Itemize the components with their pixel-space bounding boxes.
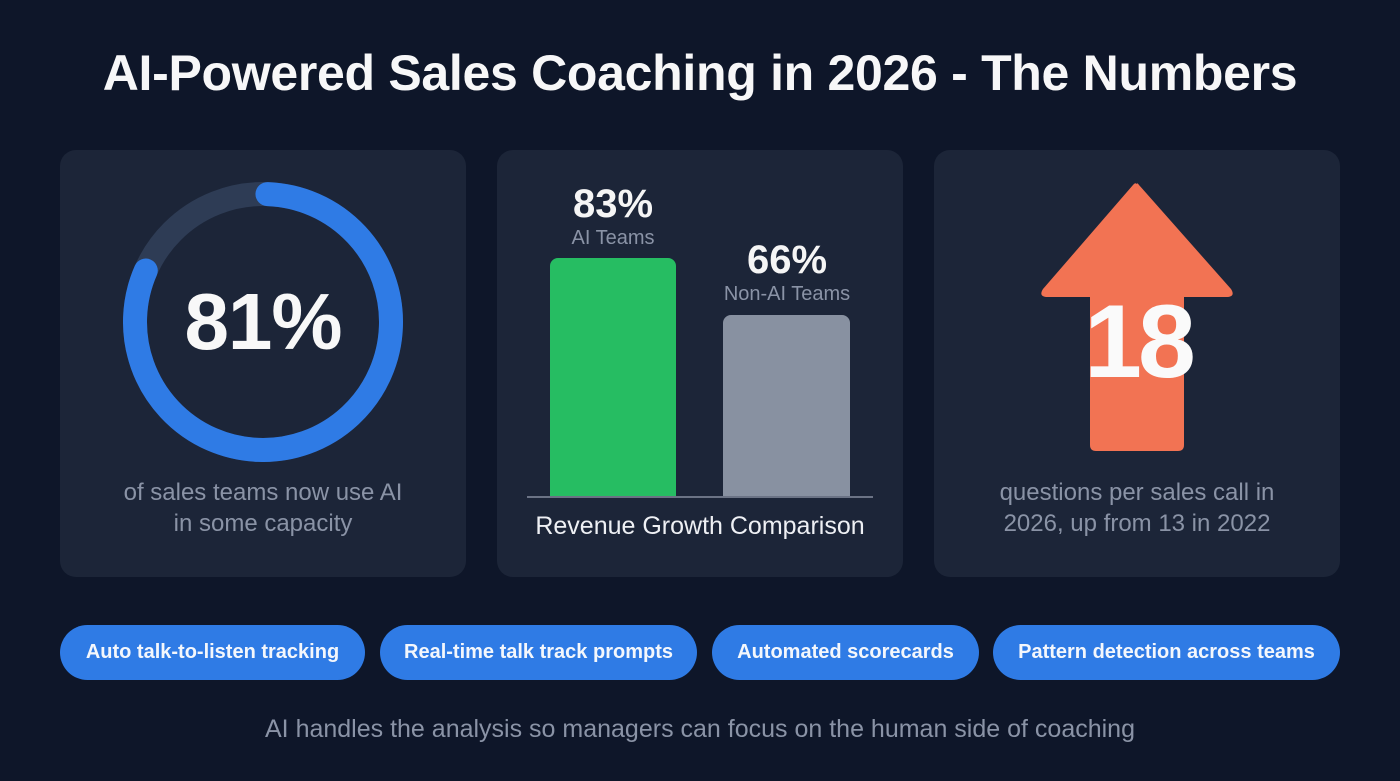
adoption-donut-chart: 81% (123, 182, 403, 462)
ai-teams-bar (550, 258, 676, 497)
footer-tagline: AI handles the analysis so managers can … (265, 715, 1135, 743)
feature-pill-pattern-detection: Pattern detection across teams (993, 625, 1340, 680)
questions-caption: questions per sales call in 2026, up fro… (934, 477, 1340, 539)
arrow-up-icon (1038, 180, 1238, 454)
feature-pill-talk-track-prompts: Real-time talk track prompts (380, 625, 697, 680)
feature-pill-talk-to-listen: Auto talk-to-listen tracking (60, 625, 365, 680)
revenue-comparison-card: 83% AI Teams 66% Non-AI Teams Revenue Gr… (497, 150, 903, 577)
ai-teams-label: AI Teams (571, 227, 655, 249)
adoption-caption-line-2: in some capacity (173, 510, 353, 537)
chart-baseline (527, 496, 873, 498)
ai-teams-value: 83% (572, 182, 654, 226)
donut-ring-icon (123, 182, 403, 462)
feature-pill-scorecards: Automated scorecards (712, 625, 979, 680)
adoption-stat-card: 81% of sales teams now use AI in some ca… (60, 150, 466, 577)
questions-count: 18 (1084, 284, 1196, 400)
adoption-caption-line-1: of sales teams now use AI (123, 479, 403, 506)
adoption-percentage: 81% (184, 277, 342, 366)
questions-stat-card: 18 questions per sales call in 2026, up … (934, 150, 1340, 577)
questions-caption-line-2: 2026, up from 13 in 2022 (1003, 510, 1271, 537)
non-ai-teams-label: Non-AI Teams (723, 283, 851, 305)
page-title: AI-Powered Sales Coaching in 2026 - The … (102, 45, 1298, 101)
adoption-caption: of sales teams now use AI in some capaci… (60, 477, 466, 539)
non-ai-teams-value: 66% (746, 238, 828, 282)
chart-title: Revenue Growth Comparison (535, 512, 865, 540)
non-ai-teams-bar (723, 315, 850, 497)
questions-caption-line-1: questions per sales call in (999, 479, 1275, 506)
